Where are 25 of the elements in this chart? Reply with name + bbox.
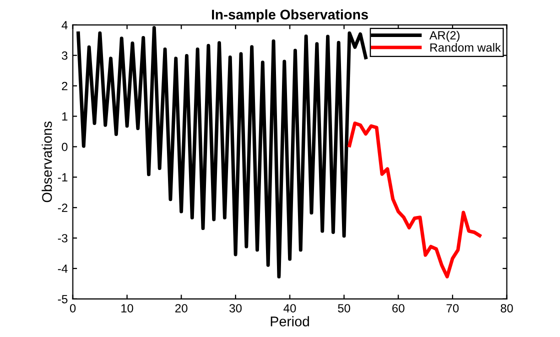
x-tick-label: 20 [175,304,188,312]
x-tick-label: 40 [284,304,296,312]
y-tick-label: 1 [62,112,68,121]
y-tick-label: 2 [62,82,68,90]
y-tick-label: 4 [62,21,68,30]
y-tick-label: -1 [58,173,68,182]
y-tick-label: 3 [62,51,68,60]
y-axis-title: Observations [42,122,52,202]
legend-label: Random walk [430,43,501,52]
x-tick-label: 50 [338,304,350,312]
legend-label: AR(2) [429,30,460,42]
x-tick-label: 10 [121,304,134,312]
y-tick-label: 0 [62,142,68,152]
y-tick-label: -5 [58,295,68,304]
chart-title: In-sample Observations [212,9,368,22]
x-axis-title: Period [270,316,309,326]
y-tick-label: -3 [58,234,68,242]
x-tick-label: 30 [229,304,242,312]
x-tick-label: 70 [446,304,459,312]
x-tick-label: 60 [392,304,404,312]
y-tick-label: -4 [58,264,68,273]
x-tick-label: 0 [70,304,76,312]
line-series [348,122,482,278]
x-tick-label: 80 [500,304,513,312]
y-tick-label: -2 [58,204,68,212]
